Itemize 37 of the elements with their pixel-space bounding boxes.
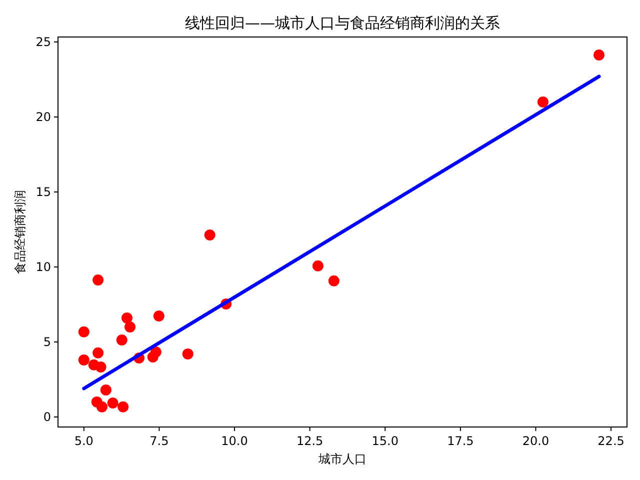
x-tick-label: 15.0 bbox=[372, 434, 398, 448]
point bbox=[328, 275, 340, 286]
y-axis-title: 食品经销商利润 bbox=[13, 190, 27, 274]
x-tick-label: 17.5 bbox=[447, 434, 474, 448]
y-tick-label: 10 bbox=[36, 260, 51, 274]
point bbox=[116, 334, 128, 346]
point bbox=[153, 310, 164, 322]
y-tick-label: 25 bbox=[36, 34, 51, 49]
point bbox=[78, 354, 90, 366]
y-tick-label: 0 bbox=[43, 410, 51, 424]
point bbox=[118, 401, 129, 412]
point bbox=[78, 326, 90, 338]
point bbox=[92, 274, 104, 286]
point bbox=[107, 398, 118, 408]
y-tick-label: 20 bbox=[36, 110, 51, 124]
point bbox=[312, 260, 324, 272]
x-tick-label: 5.0 bbox=[74, 434, 94, 448]
x-tick-label: 7.5 bbox=[150, 434, 169, 448]
chart-title: 线性回归——城市人口与食品经销商利润的关系 bbox=[185, 14, 500, 32]
x-axis-title: 城市人口 bbox=[318, 452, 366, 466]
y-tick-label: 15 bbox=[36, 184, 51, 199]
y-tick-label: 5 bbox=[43, 334, 51, 349]
x-tick-label: 10.0 bbox=[221, 434, 248, 448]
point bbox=[182, 348, 194, 360]
x-tick-label: 22.5 bbox=[598, 434, 624, 448]
point bbox=[95, 362, 106, 372]
point bbox=[100, 384, 112, 396]
point bbox=[150, 346, 162, 358]
point bbox=[537, 96, 548, 108]
x-tick-label: 20.0 bbox=[522, 434, 550, 448]
point bbox=[96, 401, 108, 412]
point bbox=[121, 312, 132, 324]
point bbox=[124, 321, 136, 332]
point bbox=[593, 50, 604, 60]
point bbox=[92, 347, 104, 358]
point bbox=[204, 230, 216, 240]
x-tick-label: 12.5 bbox=[296, 434, 324, 448]
